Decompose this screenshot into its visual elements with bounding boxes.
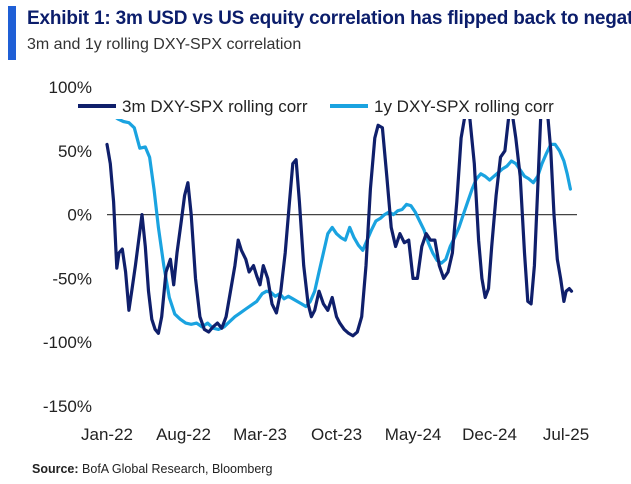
- y-tick-label: -100%: [43, 333, 92, 352]
- x-tick-label: Oct-23: [311, 425, 362, 444]
- x-tick-label: Dec-24: [462, 425, 517, 444]
- legend-item-1y: 1y DXY-SPX rolling corr: [326, 93, 576, 119]
- chart-title: Exhibit 1: 3m USD vs US equity correlati…: [27, 8, 631, 29]
- source-text: BofA Global Research, Bloomberg: [82, 462, 273, 476]
- x-tick-label: Mar-23: [233, 425, 287, 444]
- legend-label: 1y DXY-SPX rolling corr: [374, 97, 554, 116]
- x-tick-label: Aug-22: [156, 425, 211, 444]
- legend-item-3m: 3m DXY-SPX rolling corr: [74, 93, 324, 119]
- series-layer: [105, 100, 574, 338]
- y-tick-label: -150%: [43, 397, 92, 416]
- y-tick-label: 50%: [58, 142, 92, 161]
- source-note: Source: BofA Global Research, Bloomberg: [32, 462, 272, 476]
- x-tick-label: Jan-22: [81, 425, 133, 444]
- y-tick-label: 100%: [49, 78, 92, 97]
- chart-subtitle: 3m and 1y rolling DXY-SPX correlation: [27, 36, 302, 53]
- legend-label: 3m DXY-SPX rolling corr: [122, 97, 308, 116]
- x-axis-ticks: Jan-22 Aug-22 Mar-23 Oct-23 May-24 Dec-24 Jul-…: [81, 425, 589, 444]
- y-tick-label: -50%: [52, 269, 92, 288]
- series-line-3m: [105, 100, 574, 338]
- y-tick-label: 0%: [67, 206, 92, 225]
- legend: 3m DXY-SPX rolling corr 1y DXY-SPX rollin…: [74, 93, 576, 119]
- accent-bar: [8, 6, 16, 60]
- x-tick-label: Jul-25: [543, 425, 589, 444]
- source-label: Source:: [32, 462, 79, 476]
- series-line-1y: [105, 110, 572, 331]
- x-tick-label: May-24: [385, 425, 442, 444]
- y-axis-ticks: 100% 50% 0% -50% -100% -150%: [43, 78, 92, 416]
